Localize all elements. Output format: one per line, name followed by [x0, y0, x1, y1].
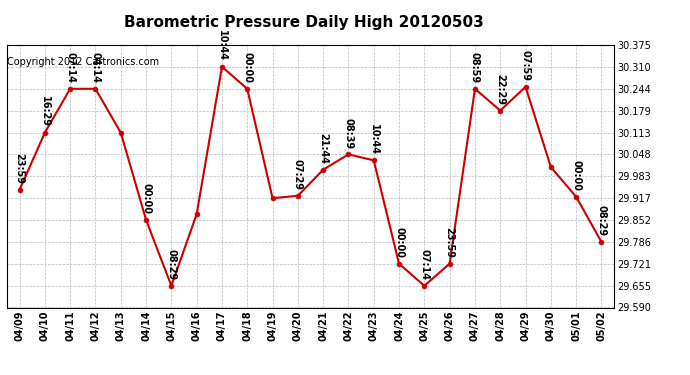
- Text: 00:00: 00:00: [141, 183, 151, 214]
- Text: 07:14: 07:14: [65, 52, 75, 83]
- Text: 00:00: 00:00: [242, 52, 253, 83]
- Text: 21:44: 21:44: [318, 133, 328, 164]
- Text: 08:29: 08:29: [596, 205, 607, 236]
- Text: 22:29: 22:29: [495, 74, 505, 105]
- Text: 10:44: 10:44: [368, 124, 379, 155]
- Text: 23:59: 23:59: [444, 227, 455, 258]
- Text: 10:44: 10:44: [217, 30, 227, 61]
- Text: 16:29: 16:29: [40, 96, 50, 127]
- Text: 00:00: 00:00: [571, 160, 581, 191]
- Text: 04:14: 04:14: [90, 52, 101, 83]
- Text: 08:59: 08:59: [470, 52, 480, 83]
- Text: 08:39: 08:39: [344, 118, 353, 149]
- Text: Barometric Pressure Daily High 20120503: Barometric Pressure Daily High 20120503: [124, 15, 484, 30]
- Text: Copyright 2012 Cartronics.com: Copyright 2012 Cartronics.com: [7, 57, 159, 67]
- Text: 07:59: 07:59: [520, 50, 531, 81]
- Text: 00:00: 00:00: [394, 227, 404, 258]
- Text: 07:29: 07:29: [293, 159, 303, 190]
- Text: 07:14: 07:14: [420, 249, 429, 280]
- Text: 23:59: 23:59: [14, 153, 25, 184]
- Text: 08:29: 08:29: [166, 249, 177, 280]
